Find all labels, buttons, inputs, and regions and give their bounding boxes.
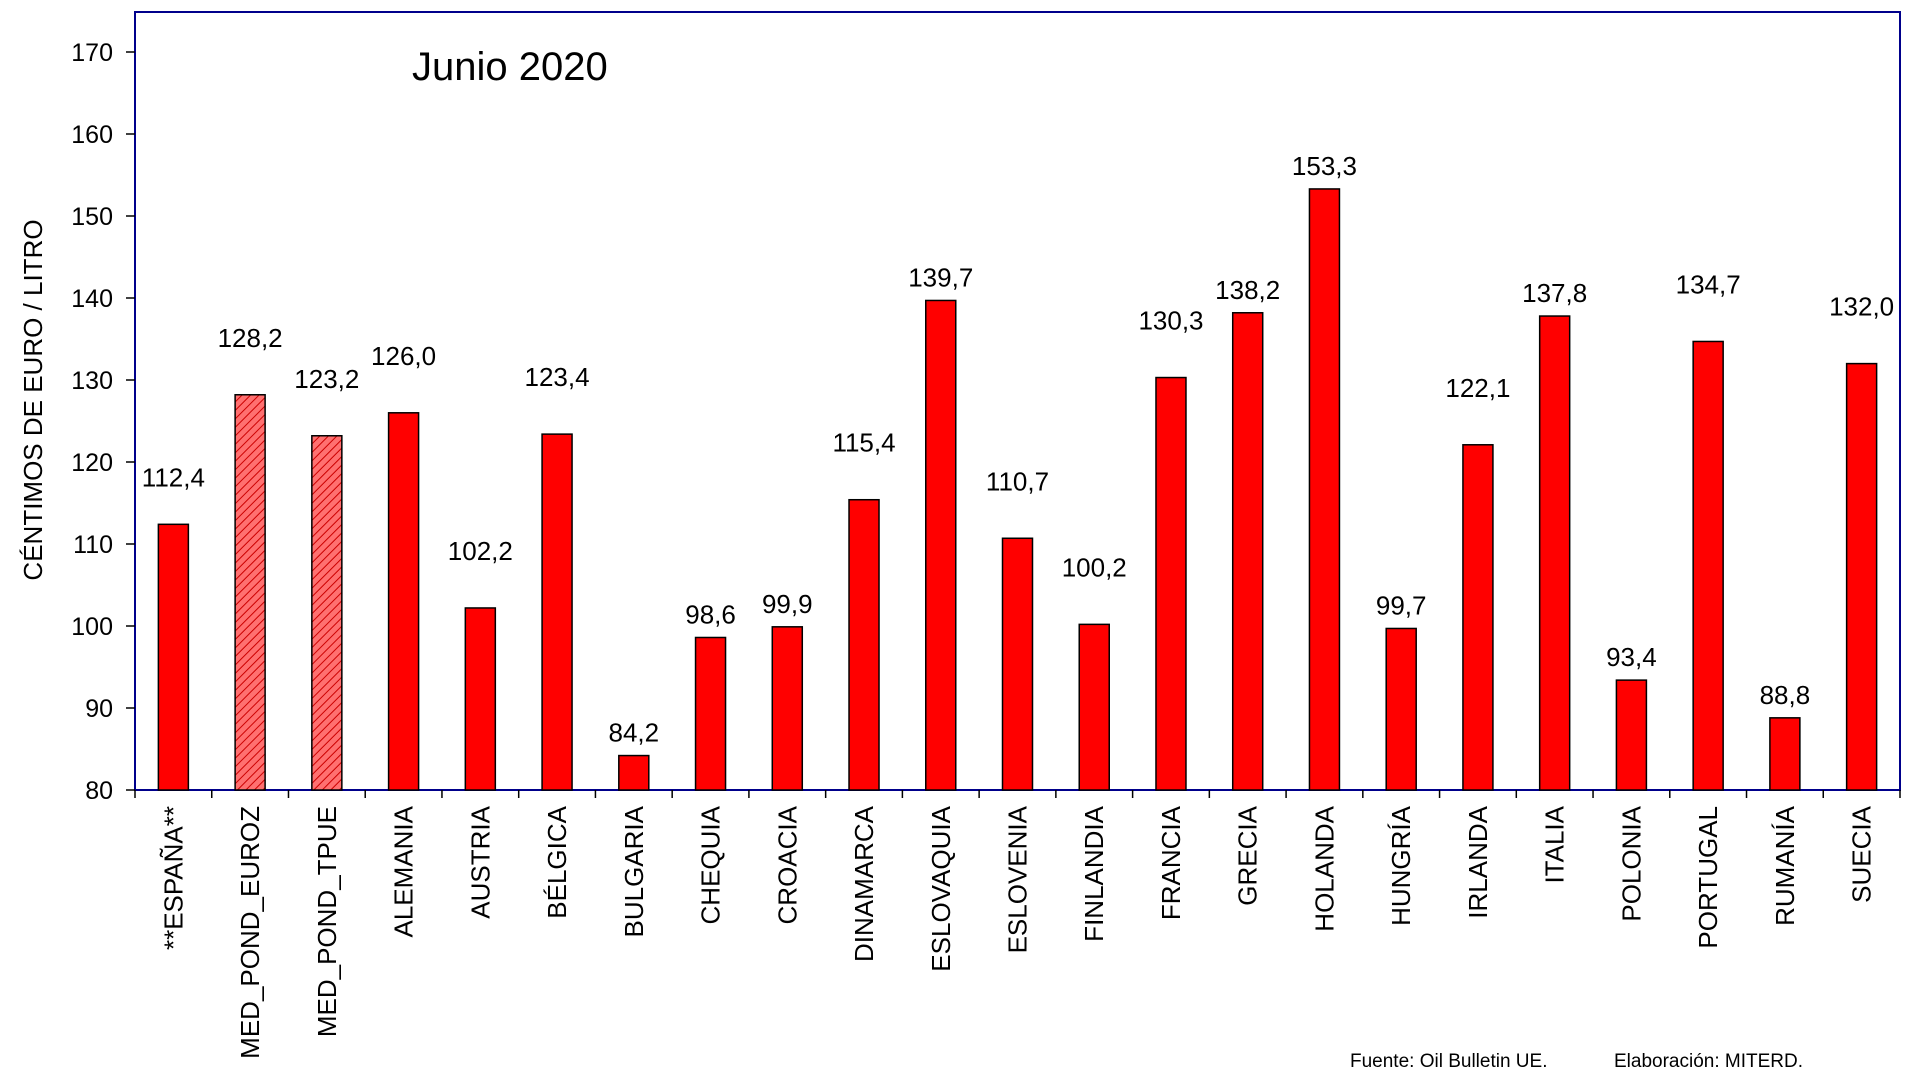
bar-value-label: 110,7 xyxy=(986,466,1049,496)
x-category-label: BULGARIA xyxy=(619,805,649,937)
bar-value-label: 88,8 xyxy=(1760,680,1811,710)
bar-value-label: 84,2 xyxy=(608,718,659,748)
x-category-label: IRLANDA xyxy=(1463,805,1493,918)
bar-grecia xyxy=(1231,312,1264,791)
x-category-label: MED_POND_EUROZ xyxy=(235,806,265,1059)
bar-value-label: 112,4 xyxy=(142,462,205,492)
x-category-label: RUMANÍA xyxy=(1770,805,1800,926)
bar-francia xyxy=(1155,376,1187,791)
bar-value-label: 137,8 xyxy=(1522,278,1587,308)
bar-value-label: 132,0 xyxy=(1829,292,1894,322)
bar-bélgica xyxy=(541,433,573,791)
credit-note: Elaboración: MITERD. xyxy=(1614,1051,1803,1072)
x-category-label: ALEMANIA xyxy=(389,805,419,937)
bar-italia xyxy=(1538,315,1571,791)
bar-finlandia xyxy=(1078,623,1110,791)
bar-rumanía xyxy=(1769,717,1801,791)
y-tick-label: 80 xyxy=(85,777,113,805)
bar-portugal xyxy=(1692,340,1724,791)
y-tick-label: 120 xyxy=(71,449,113,477)
bar-eslovenia xyxy=(1001,537,1034,791)
x-category-label: ESLOVAQUIA xyxy=(926,805,956,971)
bar-eslovaquia xyxy=(925,299,957,791)
x-category-label: AUSTRIA xyxy=(465,805,495,918)
x-category-label: CHEQUIA xyxy=(696,805,726,924)
x-category-label: DINAMARCA xyxy=(849,805,879,962)
x-category-label: **ESPAÑA** xyxy=(158,806,188,950)
bar-dinamarca xyxy=(848,498,880,791)
x-category-label: HUNGRÍA xyxy=(1386,805,1416,926)
y-tick-label: 160 xyxy=(71,121,113,149)
bar-value-label: 99,9 xyxy=(762,589,813,619)
x-category-label: MED_POND_TPUE xyxy=(312,806,342,1037)
x-category-label: GRECIA xyxy=(1233,805,1263,905)
source-note: Fuente: Oil Bulletin UE. xyxy=(1350,1051,1547,1072)
y-axis: 80 90 100 110 120 130 140 150 160 170 xyxy=(71,39,1901,805)
x-category-label: PORTUGAL xyxy=(1693,806,1723,949)
x-category-label: POLONIA xyxy=(1616,805,1646,921)
y-tick-label: 130 xyxy=(71,367,113,395)
y-tick-label: 110 xyxy=(73,531,113,559)
x-category-label: ESLOVENIA xyxy=(1003,805,1033,953)
bar-chequia xyxy=(694,636,727,791)
x-category-label: CROACIA xyxy=(772,805,802,924)
bar-polonia xyxy=(1615,679,1648,791)
bar-value-label: 93,4 xyxy=(1606,642,1657,672)
bar-croacia xyxy=(771,626,804,791)
bars xyxy=(157,188,1878,791)
x-category-label: BÉLGICA xyxy=(542,805,572,918)
bar-alemania xyxy=(387,412,420,791)
bar-suecia xyxy=(1845,362,1878,791)
bar-austria xyxy=(464,607,497,791)
bar-value-label: 138,2 xyxy=(1215,275,1280,305)
x-axis-labels: **ESPAÑA** MED_POND_EUROZ MED_POND_TPUE ALE… xyxy=(158,805,1876,1058)
bar-value-label: 128,2 xyxy=(218,323,283,353)
x-category-label: HOLANDA xyxy=(1309,805,1339,931)
bar-irlanda xyxy=(1462,444,1494,791)
bar-value-label: 126,0 xyxy=(371,341,436,371)
bar-value-label: 98,6 xyxy=(685,599,736,629)
y-tick-label: 170 xyxy=(71,39,113,67)
y-tick-label: 90 xyxy=(85,695,113,723)
y-tick-label: 140 xyxy=(71,285,113,313)
bar-value-label: 115,4 xyxy=(832,428,895,458)
bar-value-label: 123,4 xyxy=(525,362,590,392)
bar-med_pond_euroz xyxy=(234,394,266,791)
value-labels: 112,4 128,2 123,2 126,0 102,2 123,4 84,2 98,6 99… xyxy=(142,151,1894,748)
x-category-label: FRANCIA xyxy=(1156,805,1186,920)
bar-value-label: 130,3 xyxy=(1138,306,1203,336)
x-category-label: FINLANDIA xyxy=(1079,805,1109,941)
bar-value-label: 100,2 xyxy=(1062,552,1127,582)
bar-value-label: 122,1 xyxy=(1445,373,1510,403)
x-category-label: SUECIA xyxy=(1847,805,1877,902)
bar-value-label: 153,3 xyxy=(1292,151,1357,181)
bar-value-label: 134,7 xyxy=(1676,269,1741,299)
bar-hungría xyxy=(1385,627,1417,791)
bar-españa xyxy=(157,523,190,791)
bar-value-label: 99,7 xyxy=(1376,590,1427,620)
bar-bulgaria xyxy=(618,754,650,791)
y-tick-label: 100 xyxy=(71,613,113,641)
bar-med_pond_tpue xyxy=(311,435,343,791)
bar-value-label: 102,2 xyxy=(448,536,513,566)
bar-value-label: 139,7 xyxy=(908,262,973,292)
y-axis-label: CÉNTIMOS DE EURO / LITRO xyxy=(18,219,48,580)
y-tick-label: 150 xyxy=(71,203,113,231)
bar-holanda xyxy=(1308,188,1341,791)
chart-title: Junio 2020 xyxy=(412,45,608,89)
bar-value-label: 123,2 xyxy=(294,364,359,394)
x-category-label: ITALIA xyxy=(1540,805,1570,883)
